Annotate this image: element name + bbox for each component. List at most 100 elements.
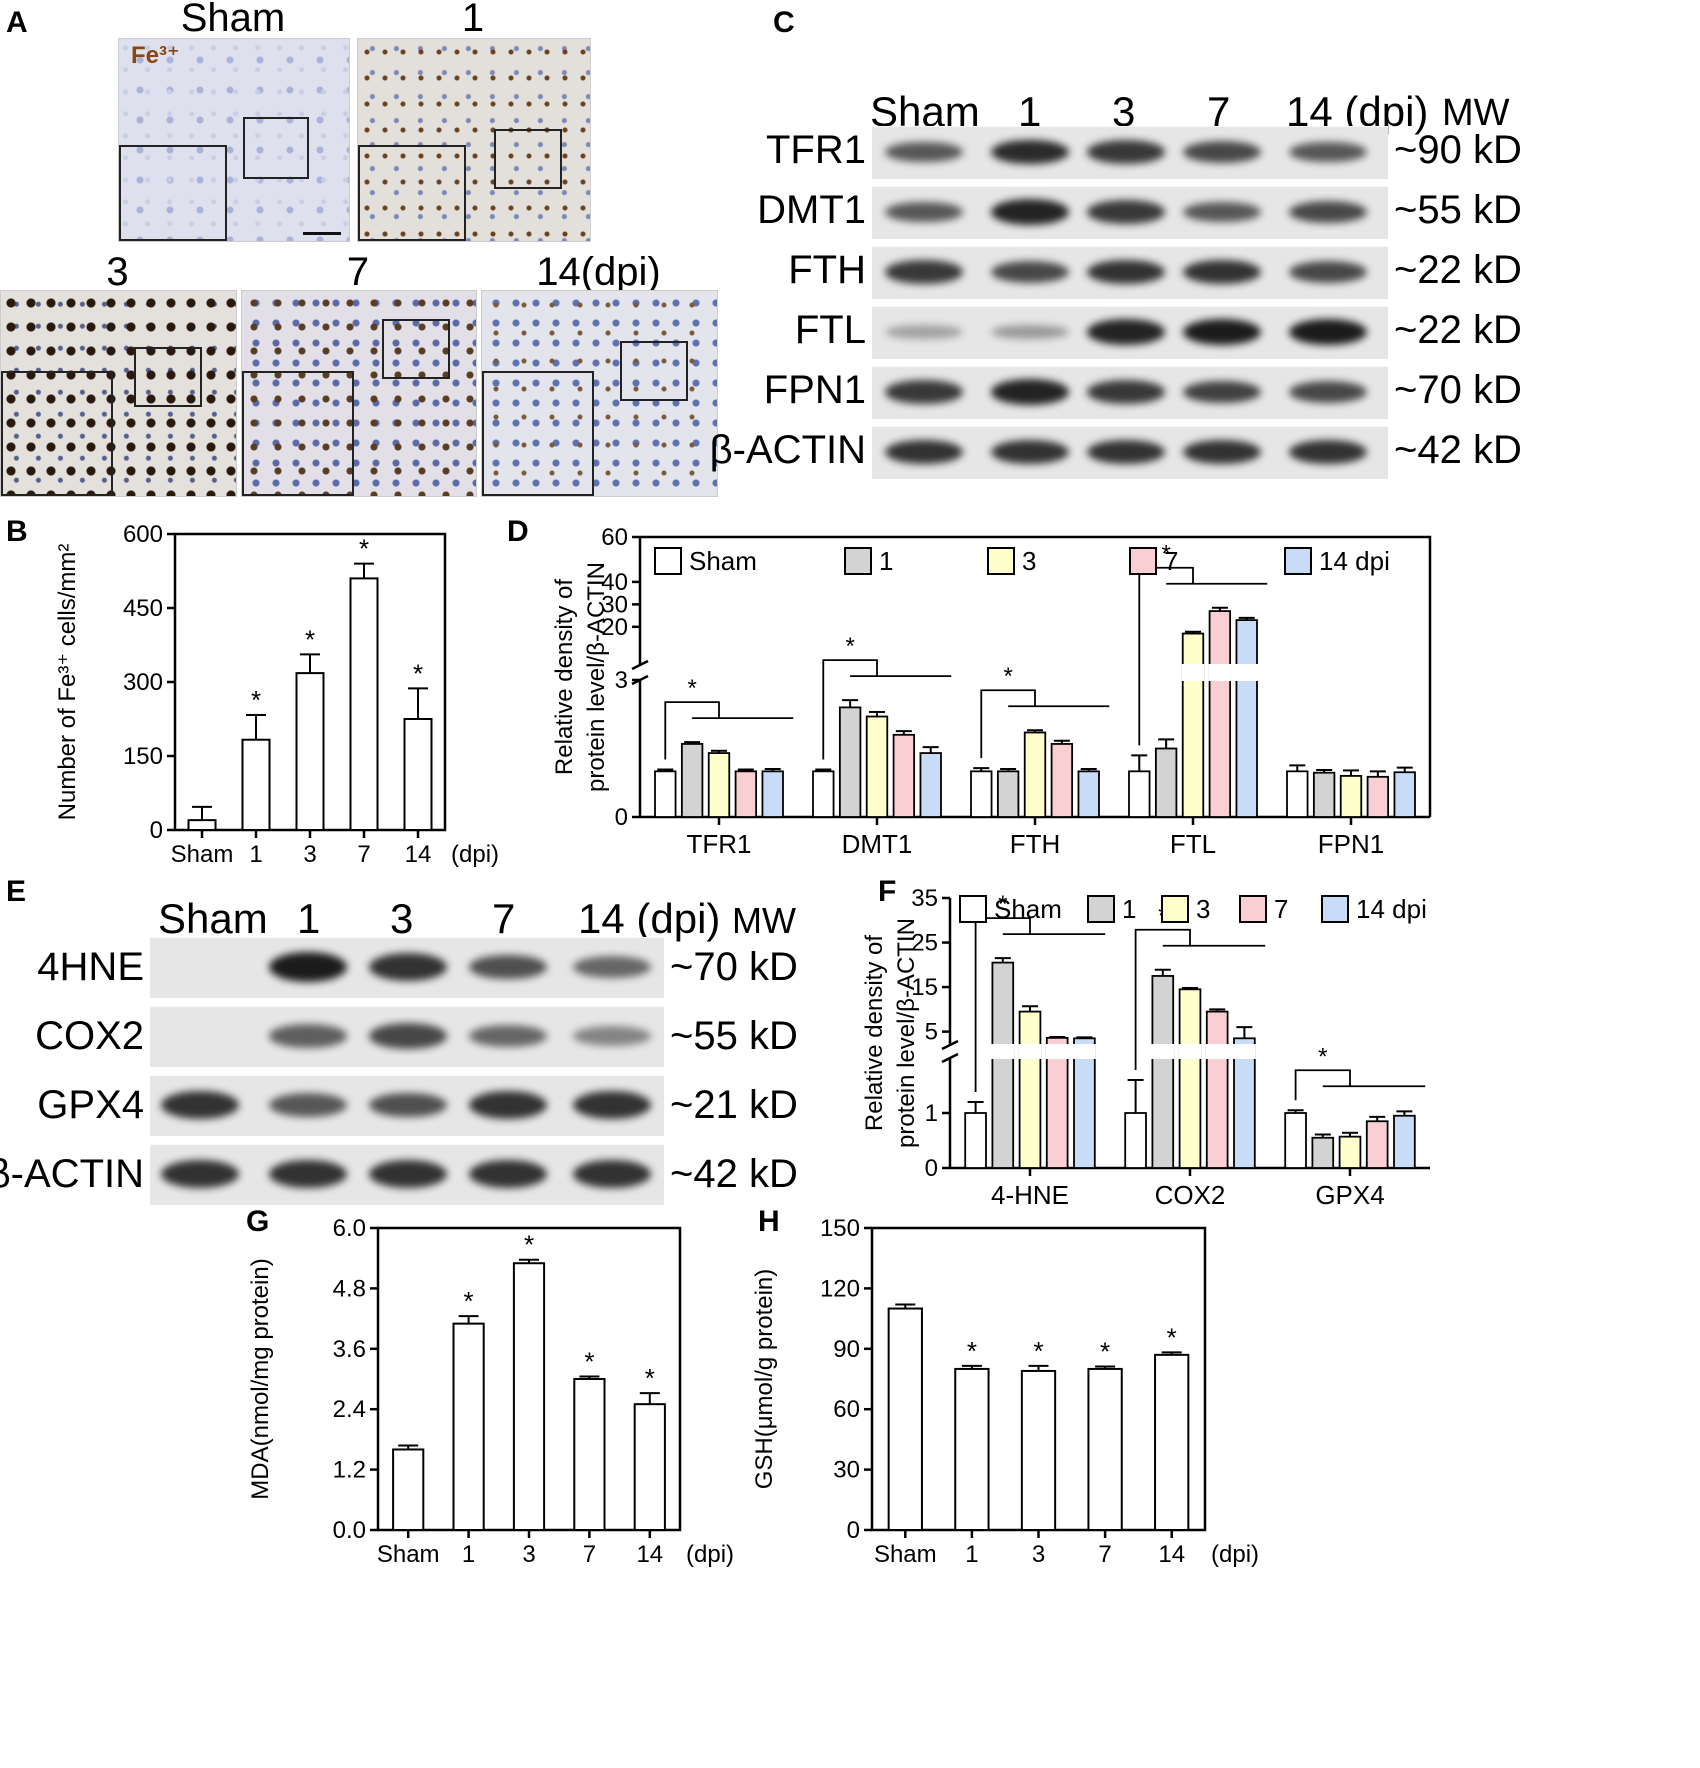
- lane-label: 14 (dpi): [578, 895, 721, 942]
- y-tick-label: 0: [925, 1155, 938, 1182]
- legend-swatch: [1284, 547, 1312, 575]
- bar: [887, 1307, 923, 1531]
- bar: [761, 770, 784, 818]
- bar: [707, 752, 731, 818]
- significance-mark: *: [359, 534, 369, 564]
- lane-label: 7: [1207, 88, 1231, 135]
- significance-bracket: [1134, 928, 1191, 1070]
- bar: [187, 819, 217, 832]
- protein-band: [991, 324, 1069, 340]
- panel-letter-b: B: [6, 515, 28, 548]
- protein-band: [1183, 319, 1261, 345]
- inset-box: [119, 145, 227, 241]
- legend-swatch: [959, 895, 987, 923]
- x-tick-label: 1: [249, 841, 262, 868]
- bar: [970, 770, 993, 818]
- molecular-weight: ~42 kD: [670, 1152, 798, 1196]
- protein-band: [1289, 260, 1367, 284]
- blot-label: β-ACTIN: [0, 1152, 144, 1196]
- blot-label: β-ACTIN: [709, 428, 866, 472]
- bar-break-gap: [1181, 664, 1205, 681]
- legend-swatch: [844, 547, 872, 575]
- bar: [1365, 1120, 1389, 1169]
- x-tick-label: GPX4: [1315, 1180, 1384, 1210]
- y-tick-label: 3: [615, 667, 628, 694]
- y-tick-label: 90: [833, 1336, 860, 1363]
- bar: [1128, 770, 1151, 818]
- significance-mark: *: [1100, 1337, 1110, 1367]
- protein-band: [369, 1092, 447, 1118]
- bar: [964, 1112, 987, 1169]
- x-tick-label: 3: [303, 841, 316, 868]
- significance-mark: *: [1167, 1322, 1177, 1352]
- significance-mark: *: [998, 891, 1007, 918]
- x-tick-label: FTH: [1010, 829, 1061, 859]
- y-tick-label: 450: [123, 595, 163, 622]
- x-tick-label: DMT1: [842, 829, 913, 859]
- bar: [680, 743, 704, 818]
- protein-band: [1087, 439, 1165, 465]
- significance-bracket: [1294, 1069, 1351, 1101]
- bar: [1018, 1010, 1042, 1169]
- molecular-weight: ~55 kD: [1394, 188, 1522, 232]
- protein-band: [469, 1024, 547, 1048]
- ihc-image-3: [0, 290, 237, 497]
- panel-letter-e: E: [6, 875, 27, 908]
- blot-label: COX2: [35, 1014, 144, 1058]
- y-tick-label: 0.0: [333, 1517, 366, 1544]
- bar: [1311, 1136, 1335, 1169]
- protein-band: [369, 1023, 447, 1049]
- protein-band: [269, 1160, 347, 1188]
- zoom-region: [134, 347, 202, 407]
- blot-label: TFR1: [766, 128, 866, 172]
- protein-band: [369, 953, 447, 981]
- inset-box: [1, 371, 113, 496]
- legend-swatch: [1239, 895, 1267, 923]
- ihc-image-14dpi: [481, 290, 718, 497]
- mw-header: MW: [1442, 92, 1510, 134]
- bar: [1087, 1367, 1123, 1532]
- bar: [1077, 770, 1100, 818]
- x-tick-label: Sham: [874, 1541, 937, 1568]
- inset-box: [482, 371, 594, 496]
- stain-label: Fe³⁺: [131, 42, 180, 69]
- y-axis-label: GSH(μmol/g protein): [751, 1269, 778, 1490]
- protein-band: [991, 139, 1069, 165]
- bar-break-gap: [1018, 1044, 1042, 1059]
- ihc-image-7: [241, 290, 477, 497]
- protein-band: [573, 955, 651, 979]
- molecular-weight: ~90 kD: [1394, 128, 1522, 172]
- inset-box: [358, 145, 466, 241]
- legend-swatch: [1129, 547, 1157, 575]
- bar: [1366, 775, 1390, 818]
- significance-mark: *: [1318, 1043, 1327, 1070]
- bar: [1178, 988, 1202, 1169]
- protein-band: [269, 952, 347, 982]
- molecular-weight: ~70 kD: [670, 945, 798, 989]
- legend-label: 3: [1196, 894, 1210, 924]
- protein-band: [991, 260, 1069, 284]
- bar: [512, 1262, 546, 1531]
- bar-break-gap: [991, 1044, 1015, 1059]
- lane-label: 1: [297, 895, 321, 942]
- y-tick-label: 0: [150, 817, 163, 844]
- molecular-weight: ~22 kD: [1394, 308, 1522, 352]
- blot-label: 4HNE: [37, 945, 144, 989]
- x-tick-label: 4-HNE: [991, 1180, 1069, 1210]
- x-tick-label: 14: [405, 841, 432, 868]
- legend-swatch: [1321, 895, 1349, 923]
- y-tick-label: 60: [601, 524, 628, 551]
- bar: [812, 770, 835, 818]
- zoom-region: [243, 117, 309, 179]
- axis-break: [941, 1052, 959, 1064]
- significance-bracket: [980, 689, 1036, 759]
- significance-mark: *: [251, 685, 261, 715]
- significance-mark: *: [524, 1230, 534, 1260]
- y-tick-label: 2.4: [333, 1396, 366, 1423]
- axis-break: [631, 659, 649, 671]
- bar: [1073, 1037, 1096, 1169]
- y-axis-label: protein level/β-ACTIN: [583, 562, 610, 792]
- bar: [633, 1403, 666, 1531]
- y-tick-label: 35: [911, 885, 938, 912]
